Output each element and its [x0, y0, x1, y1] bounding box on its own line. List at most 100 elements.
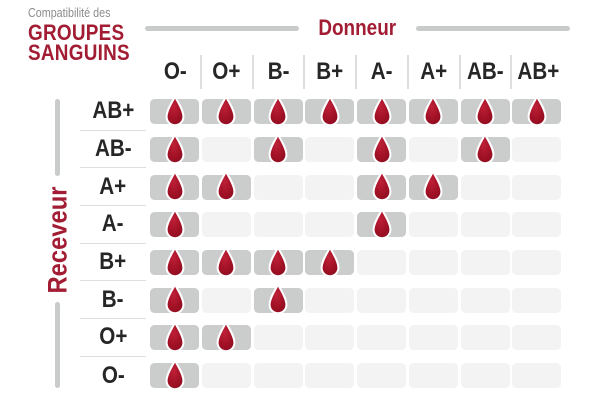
blood-drop-icon: [165, 132, 184, 164]
title-eyebrow: Compatibilité des: [28, 6, 147, 20]
cell-o-neg-from-a-pos: [408, 357, 461, 395]
receiver-type-label: A-: [102, 210, 124, 238]
receiver-axis-label: Receveur: [42, 186, 73, 294]
cell-ab-neg-from-ab-pos: [512, 131, 564, 169]
donor-type-label: O-: [163, 58, 187, 85]
cell-b-neg-from-a-neg: [357, 281, 409, 319]
page-title-line1: GROUPES: [28, 20, 125, 45]
incompatible-cell-bg: [512, 363, 562, 389]
cell-o-neg-from-o-neg: [150, 357, 202, 395]
blood-drop-icon: [372, 208, 391, 240]
incompatible-cell-bg: [201, 212, 251, 238]
cell-ab-neg-from-a-neg: [357, 131, 409, 169]
cell-b-neg-from-o-neg: [150, 281, 202, 319]
receiver-type-a-neg: A-: [80, 206, 146, 244]
receiver-line-top: [55, 99, 60, 176]
donor-type-label: B-: [267, 58, 290, 85]
incompatible-cell-bg: [305, 174, 355, 200]
cell-b-pos-from-ab-pos: [512, 244, 564, 282]
incompatible-cell-bg: [512, 287, 562, 313]
cell-b-neg-from-b-pos: [305, 281, 357, 319]
blood-drop-icon: [165, 283, 184, 315]
blood-drop-icon: [372, 95, 391, 127]
cell-a-neg-from-a-neg: [357, 206, 409, 244]
blood-drop-icon: [423, 170, 443, 202]
blood-drop-icon: [165, 95, 184, 127]
incompatible-cell-bg: [460, 250, 510, 276]
receiver-type-o-neg: O-: [80, 357, 146, 395]
receiver-type-label: AB-: [94, 135, 132, 163]
donor-type-label: A-: [370, 58, 393, 85]
cell-a-pos-from-o-pos: [201, 168, 254, 206]
cell-b-pos-from-o-neg: [150, 244, 202, 282]
incompatible-cell-bg: [201, 136, 251, 162]
page-title-line2: SANGUINS: [28, 40, 130, 65]
donor-type-label: A+: [420, 58, 448, 85]
cell-o-pos-from-o-neg: [150, 319, 202, 357]
cell-o-pos-from-a-neg: [357, 319, 409, 357]
cell-a-pos-from-ab-pos: [512, 168, 564, 206]
blood-drop-icon: [216, 170, 236, 202]
incompatible-cell-bg: [305, 363, 355, 389]
cell-b-pos-from-a-neg: [357, 244, 409, 282]
incompatible-cell-bg: [253, 325, 303, 351]
blood-drop-icon: [165, 245, 184, 277]
blood-drop-icon: [268, 245, 288, 277]
blood-drop-icon: [475, 132, 495, 164]
blood-drop-icon: [216, 321, 236, 353]
cell-ab-neg-from-o-pos: [201, 131, 254, 169]
incompatible-cell-bg: [460, 174, 510, 200]
donor-axis-header: Donneur: [145, 15, 571, 40]
receiver-type-label: B+: [99, 248, 127, 276]
receiver-type-label: A+: [99, 172, 127, 200]
incompatible-cell-bg: [512, 174, 562, 200]
compatibility-grid: [150, 93, 564, 395]
incompatible-cell-bg: [408, 287, 458, 313]
donor-type-label: AB-: [467, 58, 504, 85]
receiver-type-label: AB+: [92, 97, 134, 125]
cell-ab-pos-from-o-neg: [150, 93, 202, 131]
cell-ab-pos-from-ab-pos: [512, 93, 564, 131]
blood-drop-icon: [320, 245, 340, 277]
cell-ab-pos-from-ab-neg: [460, 93, 513, 131]
donor-type-ab-pos: AB+: [512, 55, 564, 89]
incompatible-cell-bg: [460, 363, 510, 389]
cell-a-pos-from-o-neg: [150, 168, 202, 206]
incompatible-cell-bg: [305, 325, 355, 351]
cell-o-neg-from-o-pos: [201, 357, 254, 395]
cell-ab-pos-from-b-pos: [305, 93, 357, 131]
incompatible-cell-bg: [201, 287, 251, 313]
blood-drop-icon: [165, 208, 184, 240]
cell-ab-neg-from-o-neg: [150, 131, 202, 169]
donor-axis-label: Donneur: [318, 15, 397, 40]
cell-a-neg-from-o-pos: [201, 206, 254, 244]
incompatible-cell-bg: [357, 250, 406, 276]
donor-type-label: AB+: [517, 58, 560, 85]
cell-b-neg-from-o-pos: [201, 281, 254, 319]
receiver-type-ab-pos: AB+: [80, 93, 146, 131]
receiver-type-label: O-: [101, 361, 125, 389]
incompatible-cell-bg: [305, 136, 355, 162]
blood-drop-icon: [165, 359, 184, 390]
incompatible-cell-bg: [512, 136, 562, 162]
cell-o-neg-from-b-neg: [253, 357, 306, 395]
blood-drop-icon: [268, 132, 288, 164]
cell-o-pos-from-ab-pos: [512, 319, 564, 357]
donor-type-ab-neg: AB-: [461, 55, 513, 89]
cell-o-neg-from-a-neg: [357, 357, 409, 395]
incompatible-cell-bg: [357, 363, 406, 389]
cell-b-neg-from-a-pos: [408, 281, 461, 319]
cell-b-neg-from-b-neg: [253, 281, 306, 319]
cell-a-neg-from-a-pos: [408, 206, 461, 244]
donor-line-right: [415, 25, 571, 31]
incompatible-cell-bg: [357, 287, 406, 313]
incompatible-cell-bg: [460, 325, 510, 351]
cell-a-pos-from-b-neg: [253, 168, 306, 206]
incompatible-cell-bg: [408, 325, 458, 351]
cell-o-neg-from-ab-neg: [460, 357, 513, 395]
blood-drop-icon: [268, 283, 288, 315]
cell-a-neg-from-ab-neg: [460, 206, 513, 244]
donor-type-a-neg: A-: [357, 55, 409, 89]
incompatible-cell-bg: [253, 174, 303, 200]
